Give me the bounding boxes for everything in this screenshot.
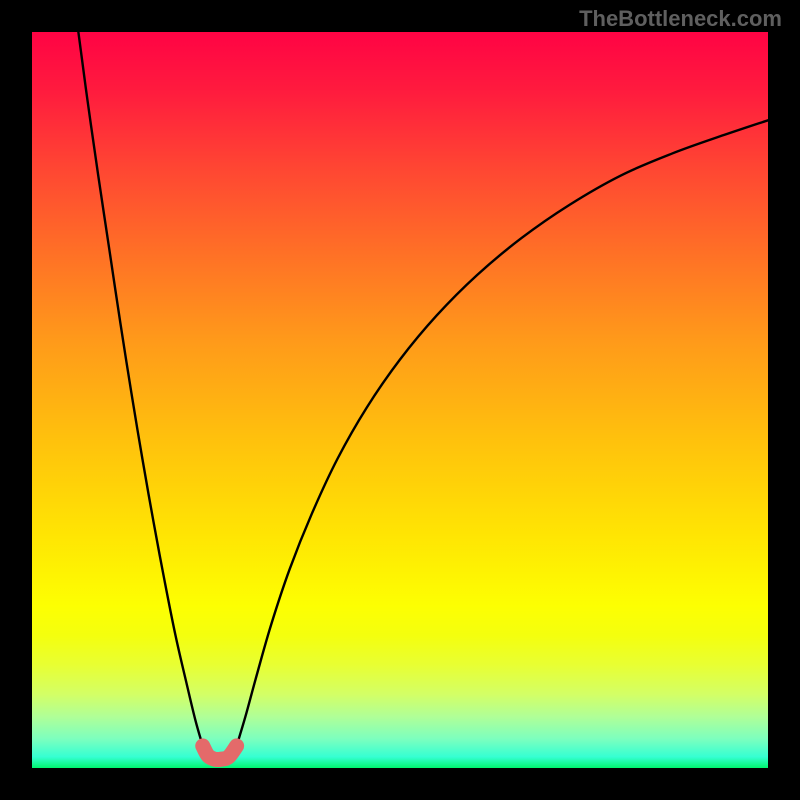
plot-area [32, 32, 768, 768]
curve-layer [32, 32, 768, 768]
optimal-marker-band [203, 746, 237, 760]
bottleneck-curve-right [237, 120, 768, 746]
watermark-text: TheBottleneck.com [579, 6, 782, 32]
bottleneck-curve-left [78, 32, 202, 746]
